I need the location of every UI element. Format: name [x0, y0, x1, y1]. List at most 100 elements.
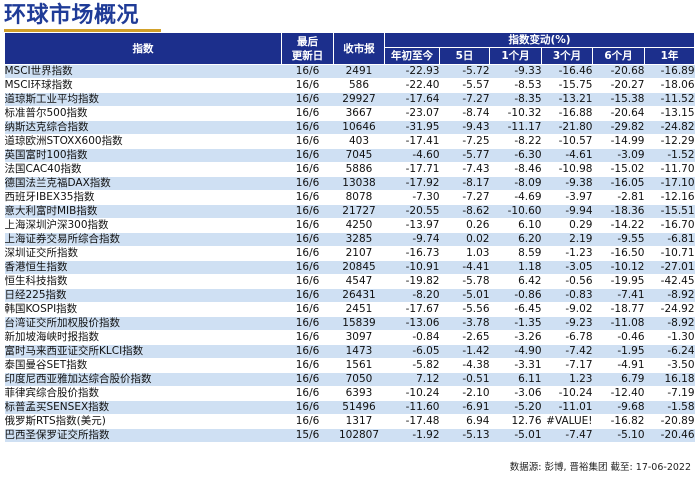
last-update-cell: 16/6 [281, 358, 334, 373]
change-cell: -4.60 [384, 148, 440, 163]
change-cell: -3.78 [439, 316, 490, 331]
table-row: 菲律宾综合股价指数 16/6 6393 -10.24 -2.10 -3.06 -10.24-… [4, 386, 695, 401]
change-cell: -20.46 [644, 428, 695, 443]
change-cell: -10.91 [384, 260, 440, 275]
index-name-cell: 新加坡海峡时报指数 [4, 330, 282, 345]
change-cell: 1.23 [541, 372, 593, 387]
change-cell: -9.23 [541, 316, 593, 331]
change-cell: -5.82 [384, 358, 440, 373]
header-period: 1年 [643, 47, 696, 65]
change-cell: -6.30 [489, 148, 542, 163]
change-cell: -5.20 [489, 400, 542, 415]
change-cell: -14.99 [592, 134, 645, 149]
table-row: 标普孟买SENSEX指数 16/6 51496 -11.60 -6.91 -5.20 -11… [4, 400, 695, 415]
close-value-cell: 2451 [333, 302, 385, 317]
change-cell: 0.29 [541, 218, 593, 233]
change-cell: -8.92 [644, 316, 695, 331]
close-value-cell: 13038 [333, 176, 385, 191]
change-cell: -10.12 [592, 260, 645, 275]
change-cell: -7.42 [541, 344, 593, 359]
index-name-cell: 巴西圣保罗证交所指数 [4, 428, 282, 443]
index-name-cell: 英国富时100指数 [4, 148, 282, 163]
change-cell: 8.59 [489, 246, 542, 261]
change-cell: -12.16 [644, 190, 695, 205]
table-row: 德国法兰克福DAX指数 16/6 13038 -17.92 -8.17 -8.09 -9.3… [4, 176, 695, 191]
change-cell: -15.38 [592, 92, 645, 107]
change-cell: 6.11 [489, 372, 542, 387]
table-row: MSCI世界指数 16/6 2491 -22.93 -5.72 -9.33 -16.46 -2… [4, 64, 695, 79]
change-cell: -8.09 [489, 176, 542, 191]
table-row: 日经225指数 16/6 26431 -8.20 -5.01 -0.86 -0.83 -7.4… [4, 288, 695, 303]
change-cell: 6.79 [592, 372, 645, 387]
change-cell: 7.12 [384, 372, 440, 387]
index-name-cell: 菲律宾综合股价指数 [4, 386, 282, 401]
change-cell: -12.40 [592, 386, 645, 401]
last-update-cell: 16/6 [281, 162, 334, 177]
change-cell: -17.10 [644, 176, 695, 191]
change-cell: 0.26 [439, 218, 490, 233]
change-cell: -10.98 [541, 162, 593, 177]
table-row: 韩国KOSPI指数 16/6 2451 -17.67 -5.56 -6.45 -9.02 -1… [4, 302, 695, 317]
change-cell: -10.32 [489, 106, 542, 121]
change-cell: -10.57 [541, 134, 593, 149]
market-summary-table: 指数 最后 更新日 收市报 指数变动(%) 年初至今 5日 1个月 3个月 6个月… [4, 32, 696, 443]
change-cell: -19.95 [592, 274, 645, 289]
last-update-cell: 16/6 [281, 246, 334, 261]
change-cell: -18.06 [644, 78, 695, 93]
last-update-cell: 16/6 [281, 148, 334, 163]
close-value-cell: 102807 [333, 428, 385, 443]
last-update-cell: 16/6 [281, 288, 334, 303]
change-cell: -19.82 [384, 274, 440, 289]
index-name-cell: 道琼欧洲STOXX600指数 [4, 134, 282, 149]
close-value-cell: 29927 [333, 92, 385, 107]
last-update-cell: 16/6 [281, 204, 334, 219]
table-row: 纳斯达克综合指数 16/6 10646 -31.95 -9.43 -11.17 -21.80… [4, 120, 695, 135]
change-cell: 12.76 [489, 414, 542, 429]
index-name-cell: 上海深圳沪深300指数 [4, 218, 282, 233]
change-cell: -16.73 [384, 246, 440, 261]
last-update-cell: 16/6 [281, 302, 334, 317]
table-row: 富时马来西亚证交所KLCI指数 16/6 1473 -6.05 -1.42 -4.90 -7… [4, 344, 695, 359]
table-row: 上海深圳沪深300指数 16/6 4250 -13.97 0.26 6.10 0.29 -14… [4, 218, 695, 233]
table-body: MSCI世界指数 16/6 2491 -22.93 -5.72 -9.33 -16.46 -2… [4, 64, 695, 443]
change-cell: -17.41 [384, 134, 440, 149]
table-row: 标准普尔500指数 16/6 3667 -23.07 -8.74 -10.32 -16.88… [4, 106, 695, 121]
close-value-cell: 6393 [333, 386, 385, 401]
change-cell: -20.27 [592, 78, 645, 93]
change-cell: -0.86 [489, 288, 542, 303]
change-cell: -7.43 [439, 162, 490, 177]
index-name-cell: 意大利富时MIB指数 [4, 204, 282, 219]
change-cell: -21.80 [541, 120, 593, 135]
close-value-cell: 15839 [333, 316, 385, 331]
change-cell: -1.23 [541, 246, 593, 261]
table-row: 意大利富时MIB指数 16/6 21727 -20.55 -8.62 -10.60 -9.9… [4, 204, 695, 219]
change-cell: -7.19 [644, 386, 695, 401]
change-cell: -8.22 [489, 134, 542, 149]
last-update-cell: 15/6 [281, 428, 334, 443]
change-cell: -31.95 [384, 120, 440, 135]
index-name-cell: 香港恒生指数 [4, 260, 282, 275]
table-row: 印度尼西亚雅加达综合股价指数 16/6 7050 7.12 -0.51 6.11 1.23 6… [4, 372, 695, 387]
table-row: 新加坡海峡时报指数 16/6 3097 -0.84 -2.65 -3.26 -6.78 -0.… [4, 330, 695, 345]
page-title: 环球市场概况 [4, 3, 140, 28]
change-cell: -6.45 [489, 302, 542, 317]
last-update-cell: 16/6 [281, 190, 334, 205]
table-row: 英国富时100指数 16/6 7045 -4.60 -5.77 -6.30 -4.61 -3.… [4, 148, 695, 163]
change-cell: -13.15 [644, 106, 695, 121]
change-cell: 1.18 [489, 260, 542, 275]
change-cell: -9.33 [489, 64, 542, 79]
index-name-cell: 恒生科技指数 [4, 274, 282, 289]
change-cell: -7.41 [592, 288, 645, 303]
table-row: 恒生科技指数 16/6 4547 -19.82 -5.78 6.42 -0.56 -19.95… [4, 274, 695, 289]
change-cell: 2.19 [541, 232, 593, 247]
change-cell: -3.31 [489, 358, 542, 373]
change-cell: -1.58 [644, 400, 695, 415]
change-cell: -7.25 [439, 134, 490, 149]
last-update-cell: 16/6 [281, 344, 334, 359]
change-cell: -20.55 [384, 204, 440, 219]
index-name-cell: 韩国KOSPI指数 [4, 302, 282, 317]
change-cell: -13.97 [384, 218, 440, 233]
change-cell: -14.22 [592, 218, 645, 233]
change-cell: -8.62 [439, 204, 490, 219]
close-value-cell: 4250 [333, 218, 385, 233]
